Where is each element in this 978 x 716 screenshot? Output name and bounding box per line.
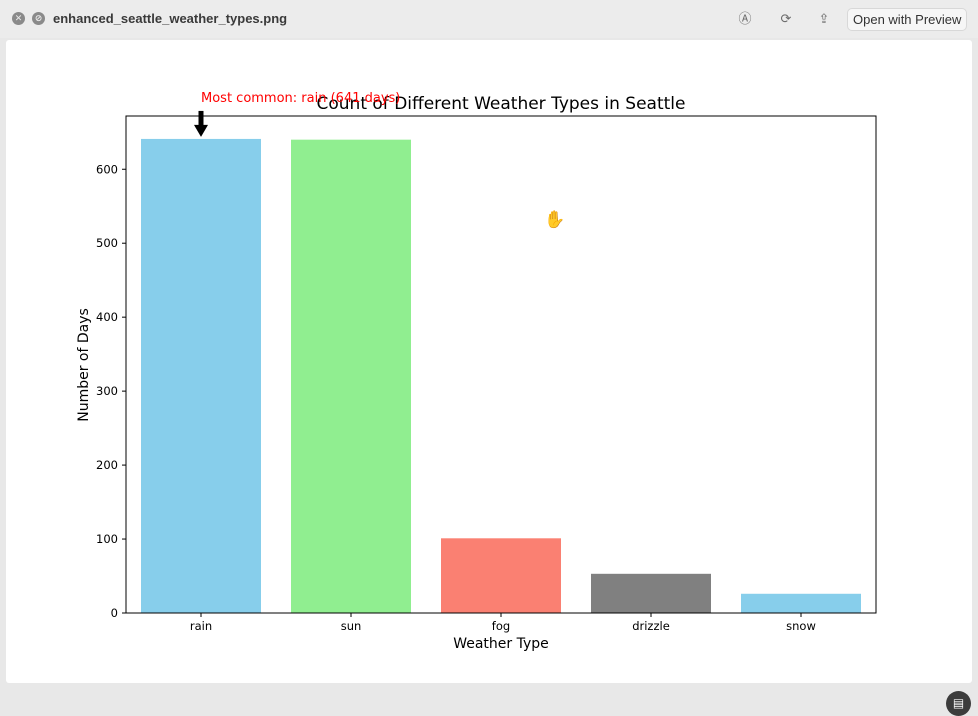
x-tick-label: sun <box>341 619 362 633</box>
chart-title: Count of Different Weather Types in Seat… <box>317 94 686 114</box>
x-tick-label: snow <box>786 619 816 633</box>
markup-icon[interactable]: Ⓐ <box>738 11 752 26</box>
image-canvas: 0 100 200 300 400 500 600 rain sun fog drizzle sno… <box>6 40 972 716</box>
window-title: enhanced_seattle_weather_types.png <box>53 11 288 26</box>
annotation-text: Most common: rain (641 days) <box>201 91 400 106</box>
x-tick-label: fog <box>492 619 510 633</box>
bar-snow <box>741 593 861 613</box>
x-axis-label: Weather Type <box>453 636 549 652</box>
minimize-icon[interactable]: ⊘ <box>32 12 45 25</box>
y-tick-label: 0 <box>111 606 118 620</box>
bar-chart: 0 100 200 300 400 500 600 rain sun fog drizzle sno… <box>76 91 877 652</box>
y-axis-label: Number of Days <box>76 308 92 422</box>
bar-drizzle <box>591 573 711 613</box>
bar-fog <box>441 538 561 613</box>
close-icon[interactable]: ✕ <box>12 12 25 25</box>
bar-rain <box>141 138 261 613</box>
share-icon[interactable]: ⇪ <box>818 11 830 26</box>
x-tick-label: rain <box>190 619 212 633</box>
y-tick-label: 100 <box>96 532 118 546</box>
annotation-arrow-head <box>194 124 208 137</box>
y-tick-label: 200 <box>96 458 118 472</box>
bar-sun <box>291 139 411 613</box>
hand-cursor-icon: ✋ <box>544 210 566 229</box>
annotation-arrow-shaft <box>198 110 204 126</box>
live-text-icon[interactable]: ▤ <box>946 691 971 716</box>
window-titlebar: ✕ ⊘ enhanced_seattle_weather_types.png Ⓐ… <box>0 0 978 38</box>
x-tick-label: drizzle <box>632 619 670 633</box>
y-tick-label: 300 <box>96 384 118 398</box>
y-tick-label: 400 <box>96 310 118 324</box>
plot-frame <box>125 115 877 614</box>
open-with-preview-button[interactable]: Open with Preview <box>847 8 968 31</box>
y-tick-label: 600 <box>96 162 118 176</box>
rotate-icon[interactable]: ⟳ <box>780 11 792 26</box>
y-tick-label: 500 <box>96 236 118 250</box>
